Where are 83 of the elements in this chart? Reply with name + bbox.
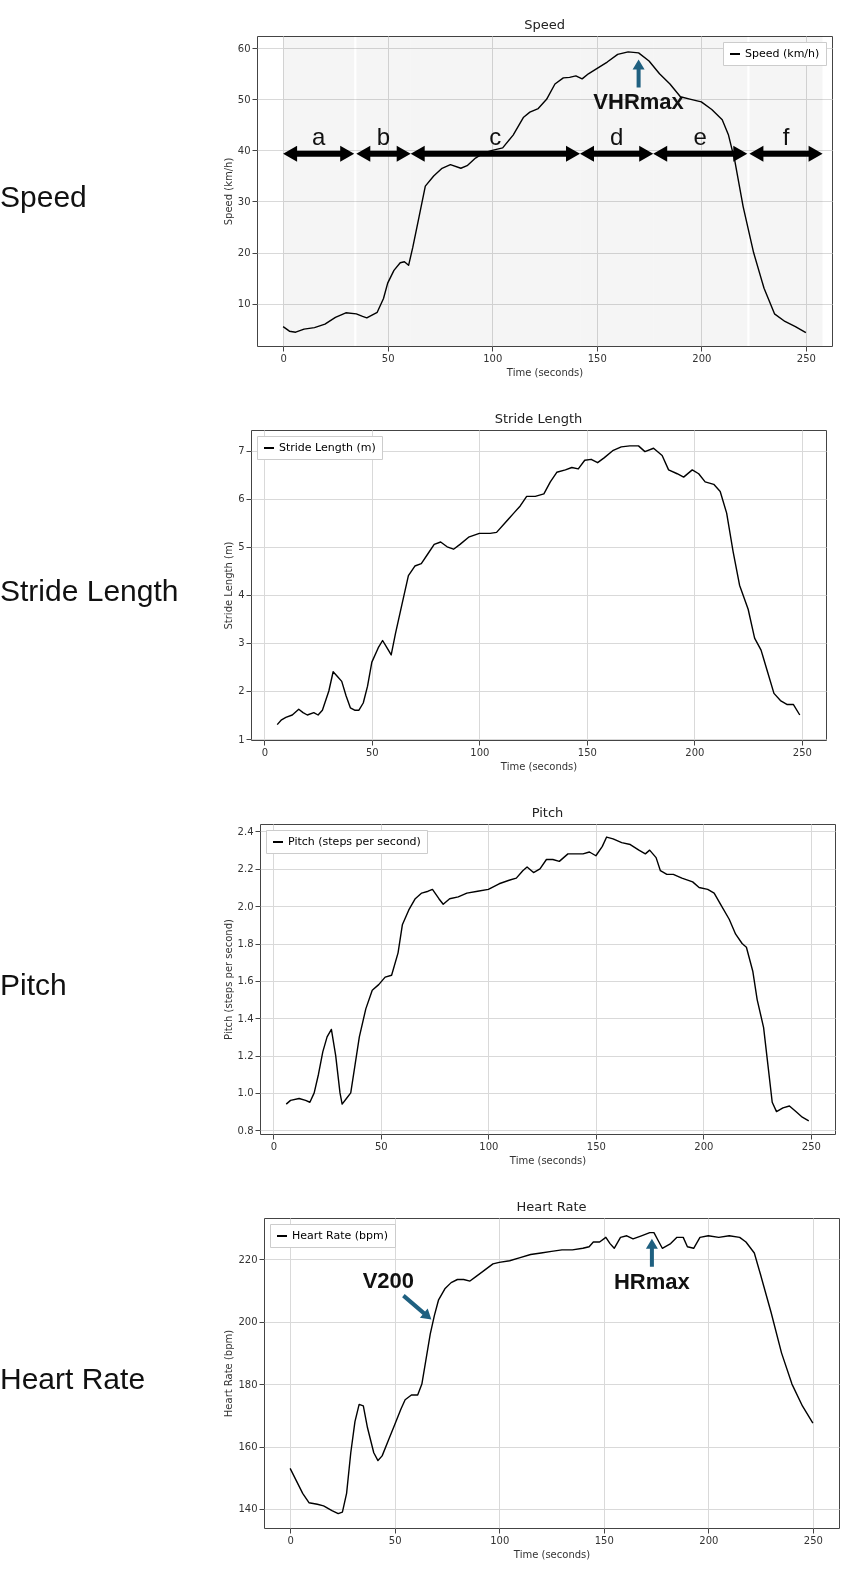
- y-tick-label: 220: [238, 1253, 258, 1265]
- legend-label: Stride Length (m): [279, 441, 376, 454]
- x-tick-label: 50: [365, 746, 379, 758]
- text: Pitch: [0, 968, 68, 1002]
- x-tick-label: 150: [594, 1534, 614, 1546]
- x-tick-label: 200: [685, 746, 705, 758]
- y-tick-label: 1: [238, 733, 245, 745]
- y-tick-label: 5: [238, 541, 245, 553]
- x-tick-label: 100: [483, 352, 503, 364]
- x-axis-title: Time (seconds): [499, 760, 578, 772]
- y-tick-label: 1.8: [237, 938, 254, 950]
- band-label: e: [693, 122, 707, 150]
- line-series: [289, 1231, 814, 1515]
- band-label: c: [489, 122, 502, 150]
- y-axis-title: Pitch (steps per second): [222, 919, 234, 1040]
- x-tick-label: 0: [261, 746, 269, 758]
- y-tick-label: 2.2: [237, 863, 254, 875]
- y-tick-label: 4: [238, 589, 245, 601]
- y-tick-label: 6: [238, 493, 245, 505]
- line-series: [285, 836, 810, 1122]
- legend-label: Heart Rate (bpm): [292, 1229, 389, 1242]
- y-tick-label: 2.0: [237, 900, 254, 912]
- x-axis-title: Time (seconds): [512, 1548, 591, 1560]
- x-tick-label: 250: [803, 1534, 823, 1546]
- band-label: f: [782, 122, 790, 150]
- annotation: V200: [362, 1267, 415, 1293]
- x-tick-label: 100: [490, 1534, 510, 1546]
- y-tick-label: 50: [237, 93, 251, 105]
- x-tick-label: 0: [287, 1534, 294, 1546]
- x-tick-label: 100: [479, 1140, 499, 1152]
- legend-label: Pitch (steps per second): [288, 835, 421, 848]
- x-tick-label: 150: [586, 1140, 606, 1152]
- band-label: b: [376, 122, 391, 150]
- x-tick-label: 200: [699, 1534, 719, 1546]
- y-tick-label: 30: [237, 195, 251, 207]
- x-tick-label: 150: [577, 746, 597, 758]
- text: Heart Rate: [0, 1362, 147, 1396]
- y-tick-label: 2.4: [237, 825, 254, 837]
- y-tick-label: 0.8: [237, 1124, 254, 1136]
- x-tick-label: 50: [374, 1140, 388, 1152]
- y-tick-label: 140: [238, 1503, 258, 1515]
- chart-title: Speed: [524, 17, 565, 32]
- y-tick-label: 1.0: [237, 1087, 254, 1099]
- y-tick-label: 160: [238, 1441, 258, 1453]
- x-tick-label: 100: [470, 746, 490, 758]
- annotation: HRmax: [613, 1268, 691, 1294]
- legend-label: Speed (km/h): [745, 47, 820, 60]
- x-tick-label: 50: [381, 352, 395, 364]
- x-tick-label: 0: [270, 1140, 278, 1152]
- x-tick-label: 250: [796, 352, 816, 364]
- x-tick-label: 0: [280, 352, 287, 364]
- text: Speed: [0, 180, 88, 214]
- chart-title: Pitch: [531, 805, 564, 820]
- y-axis-title: Heart Rate (bpm): [223, 1329, 235, 1418]
- x-tick-label: 200: [694, 1140, 714, 1152]
- y-tick-label: 1.2: [237, 1050, 254, 1062]
- y-tick-label: 1.6: [237, 975, 254, 987]
- y-tick-label: 20: [237, 247, 251, 259]
- line-series: [276, 445, 801, 726]
- y-tick-label: 10: [237, 298, 251, 310]
- y-tick-label: 180: [238, 1378, 258, 1390]
- y-tick-label: 200: [238, 1316, 258, 1328]
- x-tick-label: 250: [801, 1140, 821, 1152]
- chart-title: Stride Length: [494, 411, 583, 426]
- y-tick-label: 60: [237, 42, 251, 54]
- band-label: a: [312, 122, 326, 150]
- y-tick-label: 7: [238, 445, 245, 457]
- y-tick-label: 40: [237, 144, 251, 156]
- x-tick-label: 50: [388, 1534, 402, 1546]
- x-tick-label: 150: [587, 352, 607, 364]
- x-tick-label: 250: [792, 746, 812, 758]
- y-tick-label: 1.4: [237, 1012, 254, 1024]
- band-label: d: [609, 122, 624, 150]
- x-tick-label: 200: [692, 352, 712, 364]
- x-axis-title: Time (seconds): [505, 366, 584, 378]
- y-axis-title: Speed (km/h): [222, 157, 234, 226]
- text: Stride Length: [0, 574, 180, 608]
- chart-title: Heart Rate: [516, 1199, 587, 1214]
- y-axis-title: Stride Length (m): [223, 541, 235, 630]
- annotation: VHRmax: [593, 89, 685, 115]
- y-tick-label: 2: [238, 685, 245, 697]
- y-tick-label: 3: [238, 637, 245, 649]
- x-axis-title: Time (seconds): [508, 1154, 587, 1166]
